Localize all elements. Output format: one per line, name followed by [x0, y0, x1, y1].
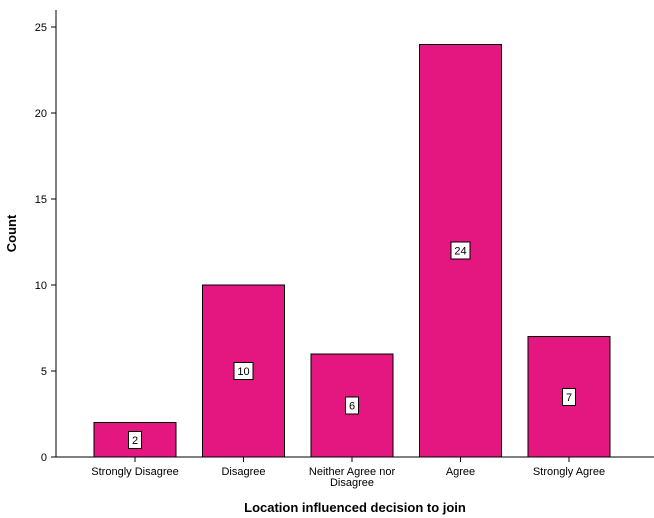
data-label-box — [450, 241, 471, 260]
y-tick-label: 10 — [35, 280, 47, 292]
y-tick-label: 15 — [35, 194, 47, 206]
data-label-box — [562, 387, 576, 406]
data-label-box — [233, 362, 254, 381]
x-axis-title: Location influenced decision to join — [244, 500, 466, 515]
data-label-box — [128, 430, 142, 449]
data-label-box — [345, 396, 359, 415]
x-tick-label: Disagree — [221, 466, 265, 478]
x-axis-ticks: Strongly Disagree Disagree Neither Agree n… — [91, 457, 605, 489]
y-axis-title: Count — [4, 214, 19, 252]
x-tick-label: Strongly Disagree — [91, 466, 178, 478]
y-tick-label: 25 — [35, 22, 47, 34]
data-label: 6 — [349, 400, 355, 412]
bar — [310, 353, 394, 458]
y-tick-label: 5 — [41, 366, 47, 378]
bars-group: 2 10 6 24 7 — [93, 43, 611, 458]
data-label: 2 — [132, 435, 138, 447]
y-tick-label: 20 — [35, 108, 47, 120]
data-label: 10 — [237, 366, 249, 378]
y-tick-label: 0 — [41, 452, 47, 464]
y-axis-ticks: 0 5 10 15 20 25 — [35, 22, 56, 464]
x-tick-label: Strongly Agree — [533, 466, 605, 478]
data-label: 24 — [454, 246, 466, 258]
data-label: 7 — [566, 392, 572, 404]
x-tick-label: Neither Agree nor Disagree — [309, 466, 396, 489]
x-tick-label: Agree — [446, 466, 475, 478]
